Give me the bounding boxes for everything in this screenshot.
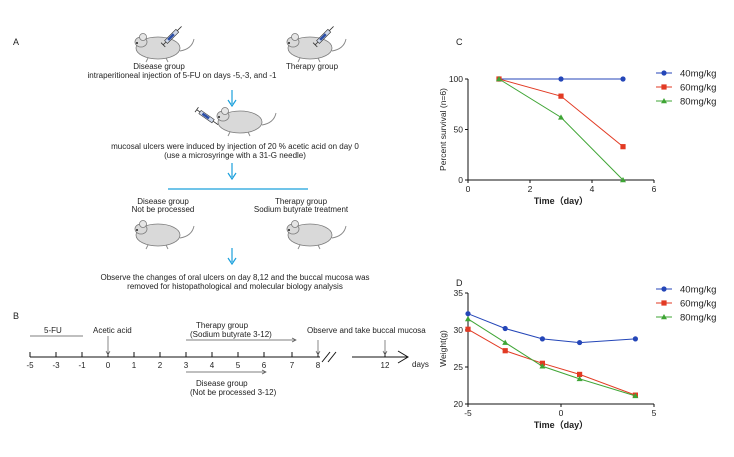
y-tick-label: 20	[454, 399, 464, 409]
legend-label: 40mg/kg	[680, 69, 716, 80]
timeline-tick-label: -3	[52, 361, 60, 370]
x-axis-label: Time（day）	[534, 196, 588, 205]
timeline-tick-label: 6	[261, 361, 267, 370]
weight-chart: 20 25 30 35 -5 0 5 Time（day） Weight(g) 40mg/kg 60m…	[440, 285, 716, 431]
legend-marker	[661, 300, 667, 306]
disease-group-label: Disease group	[133, 62, 185, 71]
legend-marker	[661, 98, 667, 104]
injection-text: intraperitioneal injection of 5-FU on da…	[87, 71, 277, 80]
legend-marker	[661, 84, 667, 90]
data-point	[577, 371, 583, 377]
ulcer-induction-text: mucosal ulcers were induced by injection…	[111, 142, 359, 151]
legend-marker	[661, 286, 667, 292]
timeline-tick-label: 8	[315, 361, 321, 370]
x-axis-label: Time（day）	[534, 420, 588, 430]
data-point	[620, 76, 626, 82]
x-tick-label: 6	[652, 184, 657, 194]
observe-text-line2: removed for histopathological and molecu…	[127, 282, 343, 291]
days-label: days	[412, 360, 429, 369]
panel-b-letter: B	[13, 311, 20, 321]
y-tick-label: 35	[454, 288, 464, 298]
x-tick-label: 4	[590, 184, 595, 194]
data-point	[539, 336, 545, 342]
data-point	[502, 325, 508, 332]
data-point	[620, 177, 626, 183]
panel-d-letter: D	[456, 278, 463, 288]
timeline-tick-label: 4	[209, 361, 215, 370]
acetic-acid-label: Acetic acid	[93, 326, 132, 335]
series-line	[498, 78, 624, 148]
timeline-tick-label: -1	[78, 361, 86, 370]
panel-c-letter: C	[456, 37, 463, 47]
legend-label: 80mg/kg	[680, 313, 716, 324]
legend-label: 80mg/kg	[680, 97, 716, 108]
y-tick-label: 25	[454, 362, 464, 372]
data-point	[465, 326, 471, 332]
therapy-group-timeline-label: Therapy group	[196, 321, 249, 330]
therapy-group-label-2: Therapy group	[274, 197, 328, 206]
data-point	[632, 336, 638, 342]
data-point	[632, 392, 639, 399]
x-tick-label: 0	[466, 184, 471, 194]
y-tick-label: 30	[454, 325, 464, 335]
five-fu-label: 5-FU	[44, 326, 62, 335]
not-processed-label: Not be processed	[131, 205, 195, 214]
timeline-tick-label: 12	[380, 361, 390, 370]
x-tick-label: 0	[559, 408, 564, 418]
data-point	[502, 339, 509, 345]
data-point	[539, 363, 546, 369]
down-arrow-icon-2	[227, 163, 237, 181]
data-point	[465, 315, 471, 322]
data-point	[558, 93, 564, 99]
x-tick-label: 5	[652, 408, 657, 418]
therapy-group-label: Therapy group	[285, 62, 339, 71]
data-point	[465, 311, 471, 317]
observe-take-label: Observe and take buccal mucosa	[307, 326, 426, 335]
legend-label: 40mg/kg	[680, 285, 716, 296]
down-arrow-icon-3	[227, 248, 237, 266]
y-tick-label: 100	[449, 74, 463, 84]
timeline-tick-label: 7	[289, 361, 295, 370]
data-point	[496, 76, 502, 82]
y-axis-label: Percent survival (n=6)	[440, 88, 448, 171]
x-tick-label: -5	[464, 408, 472, 418]
data-point	[558, 76, 564, 82]
data-point	[576, 375, 583, 382]
observe-text-line1: Observe the changes of oral ulcers on da…	[100, 273, 370, 282]
down-arrow-icon-1	[227, 90, 237, 108]
data-point	[502, 348, 508, 354]
timeline-tick-label: 5	[235, 361, 241, 370]
data-point	[558, 114, 564, 120]
microsyringe-text: (use a microsyringe with a 31-G needle)	[164, 151, 306, 160]
y-tick-label: 50	[454, 125, 464, 135]
y-tick-label: 0	[458, 175, 463, 185]
timeline-tick-label: 3	[183, 361, 189, 370]
panel-a-letter: A	[13, 37, 20, 47]
timeline-tick-label: -5	[26, 361, 34, 370]
not-processed-range-label: (Not be processed 3-12)	[190, 388, 277, 397]
sodium-butyrate-range-label: (Sodium butyrate 3-12)	[190, 330, 272, 339]
legend-label: 60mg/kg	[680, 83, 716, 94]
disease-group-timeline-label: Disease group	[196, 379, 248, 388]
series-line	[467, 313, 636, 344]
data-point	[620, 144, 626, 150]
axis-break-icon	[321, 351, 337, 363]
y-axis-label: Weight(g)	[440, 330, 448, 367]
series-line	[467, 318, 636, 397]
disease-group-label-2: Disease group	[137, 197, 189, 206]
timeline-tick-label: 0	[105, 361, 111, 370]
legend-marker	[661, 70, 667, 76]
timeline-tick-label: 1	[131, 361, 137, 370]
x-tick-label: 2	[528, 184, 533, 194]
survival-chart: 0 50 100 0 2 4 6 Time（day） Percent survival (n=6…	[440, 69, 716, 206]
legend-label: 60mg/kg	[680, 299, 716, 310]
timeline-tick-label: 2	[157, 361, 163, 370]
series-line	[467, 328, 636, 396]
legend-marker	[661, 314, 667, 320]
data-point	[577, 339, 583, 346]
sodium-treatment-label: Sodium butyrate treatment	[253, 205, 349, 214]
